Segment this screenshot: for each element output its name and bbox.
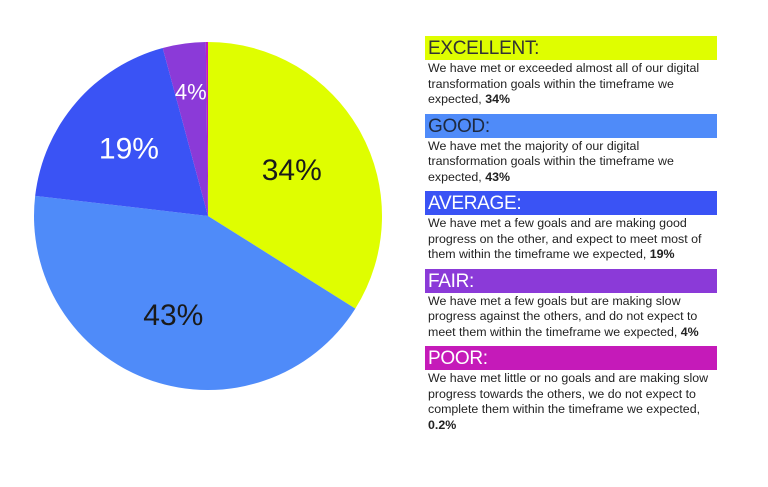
- legend-description: We have met a few goals but are making s…: [428, 293, 699, 339]
- legend-header: FAIR:: [425, 268, 717, 293]
- legend-description: We have met little or no goals and are m…: [428, 371, 709, 432]
- pie-slice-good: [34, 195, 356, 390]
- legend-item-poor: POOR: We have met little or no goals and…: [425, 346, 717, 433]
- legend: EXCELLENT: We have met or exceeded almos…: [425, 36, 717, 439]
- legend-header: AVERAGE:: [425, 191, 717, 215]
- legend-description: We have met or exceeded almost all of ou…: [428, 61, 700, 106]
- legend-header: GOOD:: [425, 113, 717, 138]
- pie-slice-average: [35, 47, 209, 216]
- pie-chart: 34% 43% 19% 4%: [34, 42, 382, 390]
- pie-slice-poor: [205, 42, 208, 216]
- pie-value-label: 4%: [175, 80, 207, 105]
- legend-header: POOR:: [425, 346, 717, 370]
- legend-item-fair: FAIR: We have met a few goals but are ma…: [425, 268, 717, 341]
- pie-value-label: 34%: [262, 154, 322, 187]
- pie-value-label: 43%: [143, 299, 203, 332]
- legend-item-good: GOOD: We have met the majority of our di…: [425, 113, 717, 186]
- legend-description: We have met a few goals and are making g…: [428, 216, 702, 261]
- legend-header: EXCELLENT:: [425, 36, 717, 60]
- legend-description: We have met the majority of our digital …: [428, 138, 674, 184]
- pie-slice-fair: [162, 42, 208, 216]
- pie-slice-excellent: [208, 42, 382, 309]
- pie-value-label: 19%: [99, 132, 159, 165]
- legend-item-average: AVERAGE: We have met a few goals and are…: [425, 191, 717, 263]
- legend-item-excellent: EXCELLENT: We have met or exceeded almos…: [425, 36, 717, 108]
